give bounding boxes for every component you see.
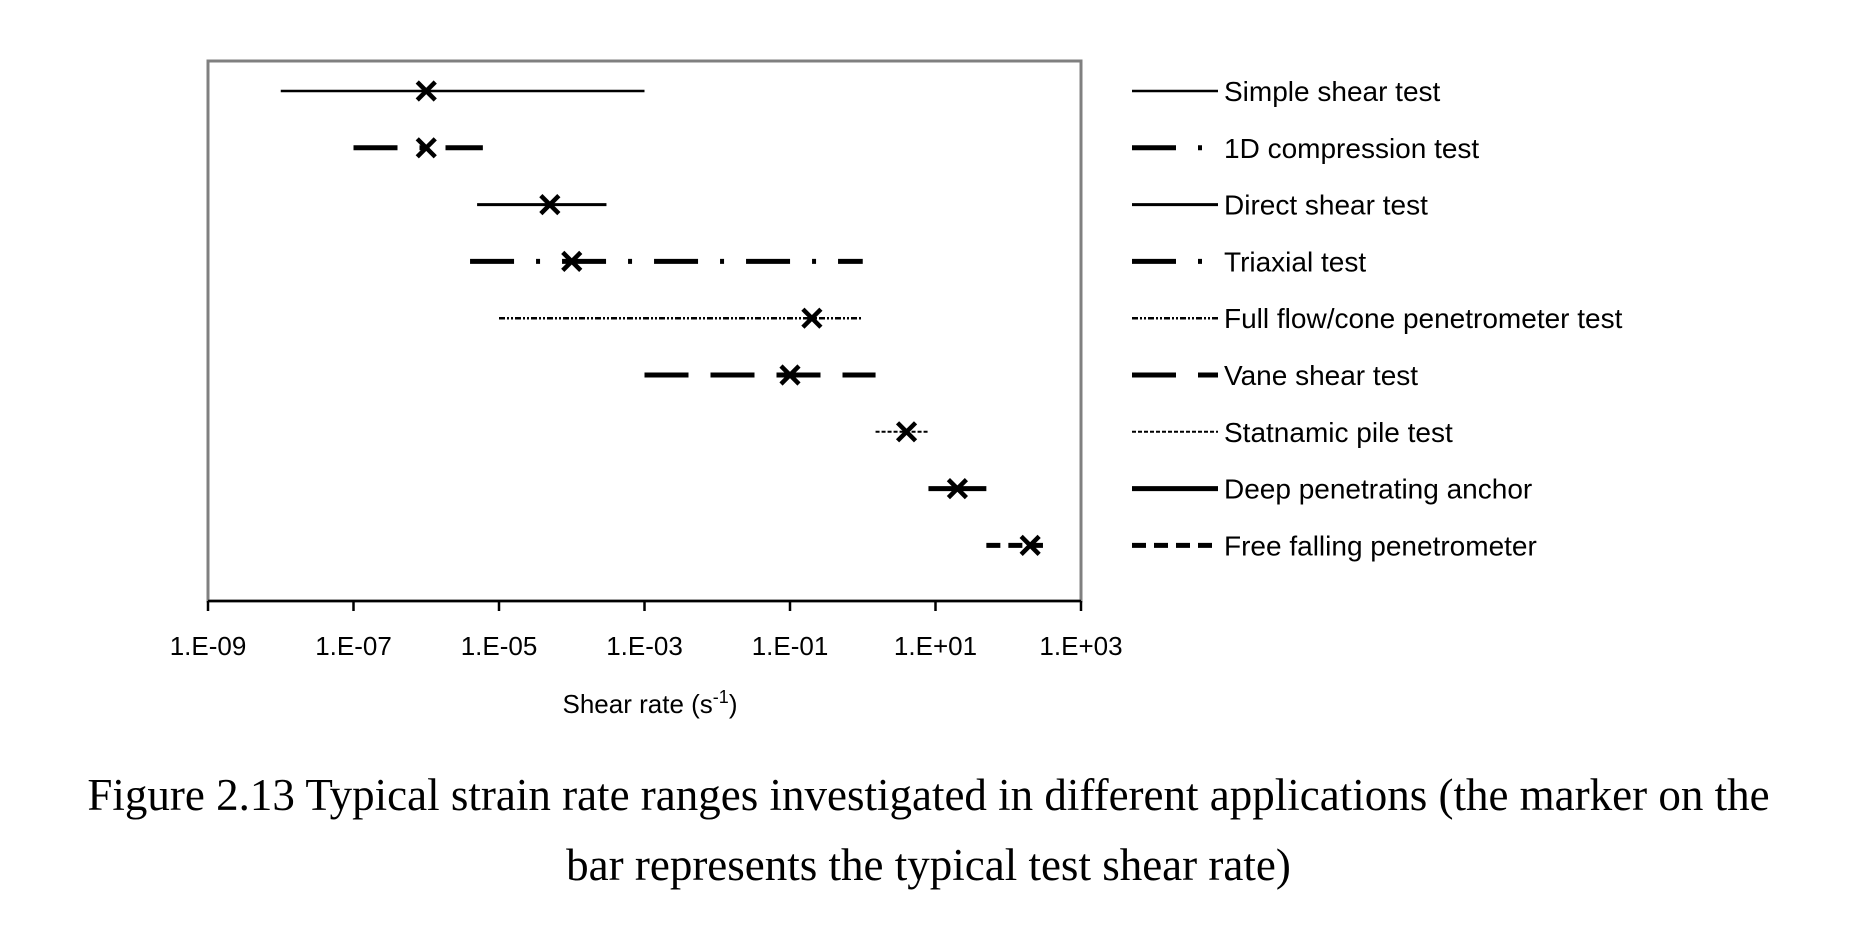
series-3-typical-marker (539, 194, 561, 216)
caption-line-2: bar represents the typical test shear ra… (566, 840, 1291, 890)
series-2-legend-label: 1D compression test (1224, 133, 1479, 164)
series-4-legend-label: Triaxial test (1224, 246, 1366, 277)
x-tick-label: 1.E-05 (461, 631, 538, 661)
series-8-typical-marker (946, 478, 968, 500)
series-6-legend-label: Vane shear test (1224, 360, 1418, 391)
series-5-typical-marker (801, 307, 823, 329)
legend: Simple shear test 1D compression test Dire… (1132, 76, 1623, 561)
series-3-legend-label: Direct shear test (1224, 190, 1428, 221)
figure-caption: Figure 2.13 Typical strain rate ranges i… (0, 760, 1857, 900)
x-tick-label: 1.E-03 (606, 631, 683, 661)
x-tick-label: 1.E-01 (752, 631, 829, 661)
series-1-typical-marker (415, 80, 437, 102)
x-tick-label: 1.E-09 (170, 631, 247, 661)
x-tick-label: 1.E+03 (1039, 631, 1122, 661)
x-axis-label-superscript: -1 (713, 687, 729, 707)
x-tick-label: 1.E-07 (315, 631, 392, 661)
x-tick-label: 1.E+01 (894, 631, 977, 661)
caption-line-1: Figure 2.13 Typical strain rate ranges i… (87, 770, 1770, 820)
series-9-typical-marker (1019, 534, 1041, 556)
series-7-typical-marker (895, 421, 918, 443)
plot-area-frame (206, 59, 1083, 603)
x-axis: 1.E-09 1.E-07 1.E-05 1.E-03 1.E-01 1.E+01 1.E+… (170, 599, 1123, 661)
series-9-legend-label: Free falling penetrometer (1224, 530, 1537, 561)
series-4-typical-marker (561, 250, 583, 272)
series-2-typical-marker (415, 137, 437, 159)
series-8-legend-label: Deep penetrating anchor (1224, 474, 1532, 505)
range-bars (280, 80, 1043, 556)
series-1-legend-label: Simple shear test (1224, 76, 1441, 107)
x-axis-label: Shear rate (s-1) (563, 687, 738, 719)
series-7-legend-label: Statnamic pile test (1224, 417, 1453, 448)
series-6-typical-marker (779, 364, 801, 386)
series-5-legend-label: Full flow/cone penetrometer test (1224, 303, 1623, 334)
